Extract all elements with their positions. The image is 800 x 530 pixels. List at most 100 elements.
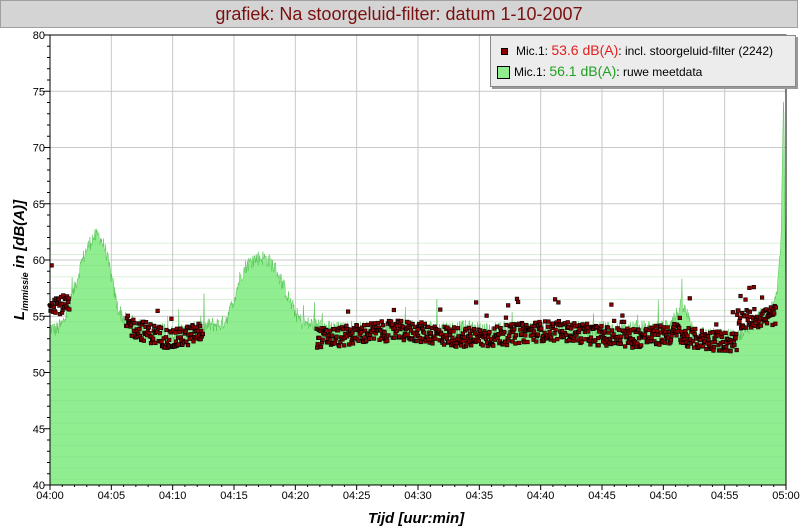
filtered-point [735, 312, 740, 317]
filtered-point [167, 337, 172, 342]
filtered-point [51, 305, 56, 310]
filtered-point [764, 321, 770, 326]
y-axis-title-sub: immissie [20, 272, 30, 311]
axes: 04:00 04:05 04:10 04:15 04:20 04:25 04:30 04:35… [33, 30, 800, 502]
filtered-point [547, 329, 552, 335]
filtered-point [737, 319, 742, 324]
filtered-point [163, 335, 169, 340]
filtered-point [710, 330, 716, 335]
y-tick-label: 70 [33, 143, 45, 155]
filtered-point [621, 319, 627, 324]
filtered-point [693, 326, 698, 332]
filtered-point [125, 313, 130, 318]
filtered-point [565, 320, 570, 325]
legend-value: 53.6 dB(A) [551, 42, 619, 58]
filtered-point [392, 335, 397, 340]
filtered-point [337, 344, 342, 349]
filtered-point [661, 325, 666, 330]
filtered-point [685, 333, 690, 338]
area-swatch-icon [497, 65, 510, 79]
filtered-point [318, 344, 324, 350]
filtered-point [132, 320, 137, 326]
filtered-point [535, 332, 541, 337]
filtered-point [619, 334, 624, 339]
filtered-point [367, 336, 372, 341]
filtered-point [773, 321, 778, 326]
filtered-point [584, 321, 590, 326]
filtered-point [455, 326, 461, 331]
filtered-point [588, 335, 594, 340]
filtered-point [329, 333, 335, 338]
filtered-point [361, 323, 367, 328]
filtered-point [649, 335, 654, 340]
filtered-point [143, 320, 149, 325]
filtered-point [438, 307, 443, 312]
filtered-point [486, 334, 491, 340]
y-tick-label: 50 [33, 368, 45, 380]
filtered-point [198, 323, 203, 329]
filtered-point [734, 347, 739, 353]
filtered-point [706, 337, 711, 342]
filtered-point [338, 339, 343, 345]
filtered-point [468, 334, 473, 339]
filtered-point [606, 330, 611, 335]
filtered-point [164, 327, 169, 333]
filtered-markers [47, 263, 778, 354]
filtered-point [752, 307, 757, 312]
filtered-point [173, 330, 178, 335]
y-tick-label: 65 [33, 199, 45, 211]
x-tick-label: 04:35 [466, 490, 494, 502]
filtered-point [515, 299, 521, 305]
filtered-point [328, 337, 333, 342]
filtered-point [157, 330, 162, 336]
x-tick-label: 04:45 [588, 490, 616, 502]
filtered-point [758, 323, 764, 328]
filtered-point [677, 315, 682, 320]
filtered-point [451, 325, 457, 330]
filtered-point [704, 346, 709, 352]
filtered-point [546, 319, 551, 324]
filtered-point [609, 328, 615, 333]
filtered-point [747, 309, 753, 314]
filtered-point [593, 338, 598, 343]
y-tick-label: 45 [33, 424, 45, 436]
filtered-point [665, 325, 670, 330]
y-tick-label: 75 [33, 86, 45, 98]
filtered-point [700, 344, 706, 349]
filtered-point [513, 333, 518, 338]
legend-item-raw: Mic.1: 56.1 dB(A): ruwe meetdata [497, 63, 702, 80]
filtered-point [609, 302, 614, 307]
filtered-point [410, 321, 415, 327]
filtered-point [334, 334, 339, 339]
filtered-point [345, 309, 351, 314]
filtered-point [523, 333, 528, 338]
filtered-point [433, 336, 438, 341]
filtered-point [574, 333, 579, 338]
filtered-point [713, 339, 718, 345]
filtered-point [743, 325, 749, 330]
x-axis-title: Tijd [uur:min] [368, 510, 465, 527]
filtered-point [487, 330, 492, 335]
filtered-point [428, 330, 433, 336]
legend-item-filtered: Mic.1: 53.6 dB(A): incl. stoorgeluid-fil… [499, 42, 773, 58]
filtered-point [711, 345, 717, 350]
filtered-point [371, 336, 377, 341]
filtered-point [617, 327, 622, 332]
filtered-point [711, 348, 716, 353]
filtered-point [350, 341, 356, 346]
filtered-point [542, 330, 547, 336]
legend-prefix: Mic.1: [514, 65, 550, 79]
filtered-point [662, 340, 668, 345]
filtered-point [474, 300, 479, 305]
filtered-point [719, 334, 724, 340]
filtered-point [732, 342, 737, 348]
filtered-point [497, 339, 502, 344]
filtered-point [738, 293, 743, 299]
filtered-point [745, 313, 750, 319]
filtered-point [534, 339, 539, 344]
y-tick-label: 55 [33, 311, 45, 323]
legend-value: 56.1 dB(A) [549, 63, 617, 79]
filtered-point [747, 285, 752, 291]
filtered-point [699, 328, 705, 333]
filtered-point [688, 341, 693, 346]
